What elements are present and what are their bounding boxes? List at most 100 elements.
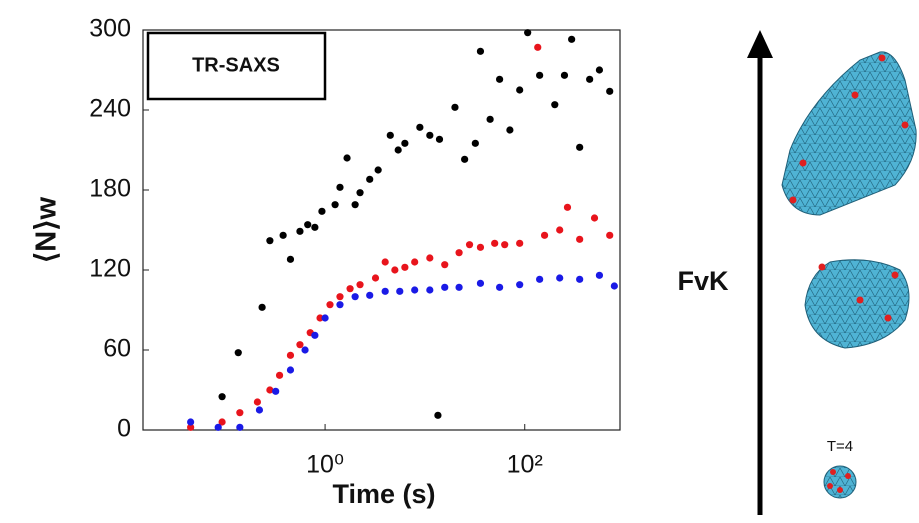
point	[606, 231, 614, 239]
point	[426, 254, 434, 262]
point	[316, 314, 324, 322]
point	[286, 255, 295, 263]
point	[455, 249, 463, 257]
point	[336, 183, 344, 191]
point	[286, 351, 295, 359]
point	[563, 203, 572, 211]
point	[371, 274, 380, 282]
y-tick-label: 240	[89, 95, 131, 123]
point	[331, 201, 339, 209]
point	[366, 175, 374, 183]
point	[236, 423, 244, 431]
point	[374, 166, 382, 174]
point	[234, 349, 242, 357]
point	[426, 131, 434, 139]
point	[253, 398, 262, 406]
y-tick-label: 60	[103, 335, 131, 363]
point	[506, 126, 514, 134]
point	[296, 227, 304, 235]
diagram: FvK T=4	[677, 30, 917, 515]
point	[381, 258, 389, 266]
point	[272, 387, 280, 395]
y-tick-label: 180	[89, 175, 131, 203]
point	[218, 418, 226, 426]
point	[576, 143, 584, 151]
capsid-small	[823, 465, 857, 499]
point	[275, 371, 284, 379]
point	[606, 87, 614, 95]
point	[595, 271, 604, 279]
point	[441, 283, 449, 291]
point	[401, 263, 409, 271]
point	[465, 241, 474, 249]
point	[560, 71, 569, 79]
point	[426, 286, 434, 294]
point	[301, 346, 309, 354]
capsid-large	[781, 51, 917, 216]
point	[610, 282, 618, 290]
point	[590, 214, 599, 222]
point	[486, 115, 494, 123]
point	[279, 231, 287, 239]
point	[496, 75, 504, 83]
x-tick-label: 10²	[507, 451, 543, 479]
point	[540, 231, 549, 239]
y-tick-label: 0	[117, 415, 131, 443]
point	[568, 35, 576, 43]
legend-box	[146, 31, 327, 101]
point	[476, 47, 485, 55]
point	[258, 303, 266, 311]
point	[187, 423, 195, 431]
point	[346, 285, 354, 293]
point	[416, 123, 424, 131]
point	[451, 103, 459, 111]
point	[476, 279, 485, 287]
point	[326, 301, 334, 309]
point	[536, 71, 544, 79]
point	[321, 314, 329, 322]
point	[214, 423, 222, 431]
point	[491, 239, 499, 247]
point	[356, 189, 364, 197]
point	[435, 135, 444, 143]
point	[236, 409, 244, 417]
point	[556, 226, 564, 234]
fvk-label: FvK	[677, 266, 729, 296]
point	[441, 261, 449, 269]
point	[516, 239, 524, 247]
x-tick-label: 10⁰	[306, 451, 344, 479]
y-tick-label: 120	[89, 255, 131, 283]
point	[386, 131, 394, 139]
point	[576, 235, 584, 243]
point	[516, 281, 524, 289]
point	[311, 223, 319, 231]
point	[471, 139, 479, 147]
point	[218, 393, 226, 401]
point	[351, 201, 359, 209]
y-tick-label: 300	[89, 15, 131, 43]
point	[351, 293, 359, 301]
point	[336, 301, 344, 309]
y-axis-label: ⟨N⟩w	[31, 196, 63, 263]
point	[411, 258, 419, 266]
point	[595, 66, 604, 74]
point	[304, 221, 312, 229]
point	[311, 331, 319, 339]
point	[401, 139, 409, 147]
x-axis-label: Time (s)	[332, 479, 435, 509]
point	[476, 243, 485, 251]
point	[381, 287, 389, 295]
point	[556, 274, 564, 282]
point	[496, 283, 504, 291]
plot-frame	[142, 29, 621, 431]
point	[455, 283, 463, 291]
defects	[789, 54, 909, 493]
point	[366, 291, 374, 299]
point	[255, 406, 264, 414]
point	[501, 241, 509, 249]
point	[586, 75, 594, 83]
point	[396, 287, 404, 295]
point	[296, 341, 304, 349]
point	[266, 237, 274, 245]
